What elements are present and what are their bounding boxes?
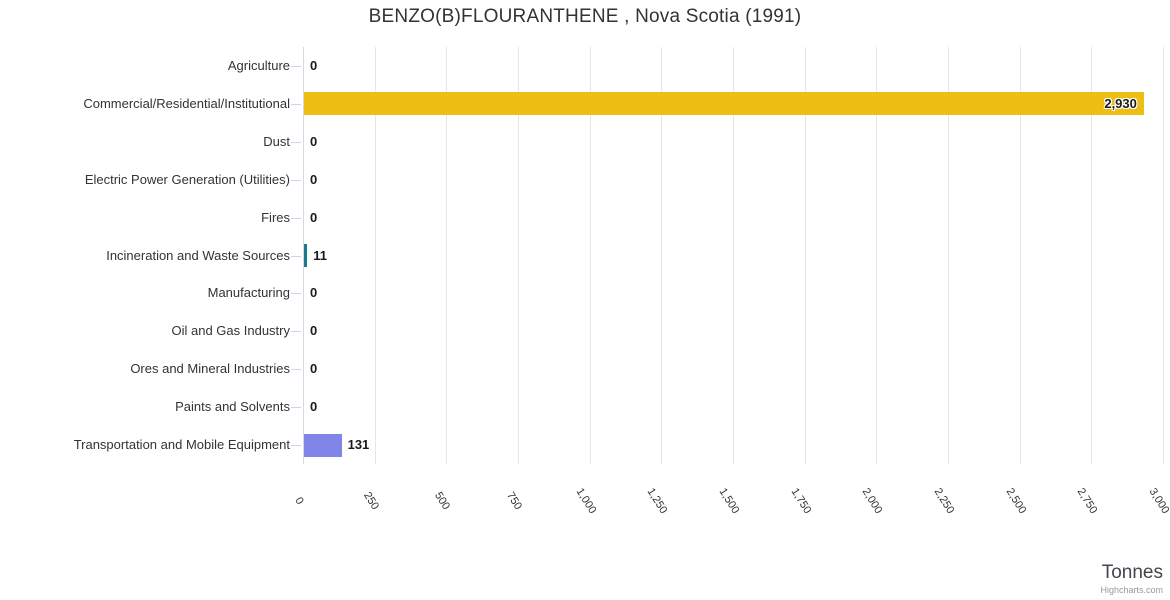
data-label: 0 [310, 209, 318, 225]
category-label: Oil and Gas Industry [171, 323, 291, 339]
category-label: Transportation and Mobile Equipment [73, 437, 290, 452]
category-label: Commercial/Residential/Institutional [83, 95, 290, 111]
x-tick-label: 1,500 [716, 486, 742, 516]
category-tick [291, 217, 301, 219]
gridline [948, 47, 949, 464]
x-tick-label: 250 [360, 490, 381, 512]
gridline [804, 47, 806, 464]
x-tick-label: 1,250 [644, 486, 670, 516]
bar[interactable] [304, 92, 1144, 116]
data-label: 0 [310, 171, 318, 187]
category-label: Electric Power Generation (Utilities) [84, 171, 290, 187]
category-tick [291, 445, 301, 446]
category-tick [291, 293, 301, 295]
gridline [1019, 47, 1021, 464]
x-tick-label: 2,000 [859, 486, 885, 516]
gridline [374, 47, 376, 464]
data-label: 131 [347, 437, 370, 452]
data-label: 2,930 [1104, 95, 1137, 111]
category-label: Dust [263, 133, 290, 149]
gridline [1163, 47, 1164, 464]
category-label: Ores and Mineral Industries [130, 361, 290, 377]
category-tick [291, 179, 301, 181]
category-label: Agriculture [227, 58, 290, 73]
category-tick [291, 369, 301, 371]
category-label: Fires [261, 209, 290, 225]
x-tick-label: 750 [504, 490, 524, 512]
category-tick [291, 407, 301, 409]
gridline [303, 47, 304, 464]
category-tick [291, 141, 301, 143]
category-label: Manufacturing [207, 285, 290, 301]
gridline [1091, 47, 1093, 464]
gridline [661, 47, 663, 464]
x-tick-label: 3,000 [1146, 486, 1170, 516]
data-label: 0 [310, 133, 318, 149]
data-label: 0 [310, 285, 318, 301]
highcharts-credit[interactable]: Highcharts.com [1100, 585, 1163, 595]
x-tick-label: 1,000 [573, 486, 599, 516]
x-tick-label: 1,750 [788, 486, 814, 516]
gridline [589, 47, 591, 464]
x-tick-label: 500 [432, 490, 453, 512]
x-tick-label: 2,750 [1074, 486, 1100, 516]
data-label: 0 [310, 58, 318, 73]
category-label: Paints and Solvents [175, 399, 290, 415]
category-tick [291, 66, 301, 67]
data-label: 11 [313, 247, 327, 263]
x-tick-label: 2,250 [931, 486, 957, 516]
gridline [876, 47, 878, 464]
chart-title: BENZO(B)FLOURANTHENE , Nova Scotia (1991… [368, 6, 802, 27]
bar[interactable] [304, 244, 308, 267]
bar[interactable] [304, 433, 342, 457]
category-tick [291, 255, 301, 257]
data-label: 0 [310, 361, 318, 377]
category-label: Incineration and Waste Sources [106, 247, 290, 263]
gridline [733, 47, 734, 464]
x-tick-label: 2,500 [1003, 486, 1029, 516]
gridline [446, 47, 448, 464]
category-tick [291, 103, 301, 105]
category-tick [291, 331, 301, 333]
data-label: 0 [310, 323, 318, 339]
gridline [518, 47, 519, 464]
x-tick-label: 0 [292, 495, 306, 507]
x-axis-title: Tonnes [1101, 562, 1163, 583]
data-label: 0 [310, 399, 318, 415]
